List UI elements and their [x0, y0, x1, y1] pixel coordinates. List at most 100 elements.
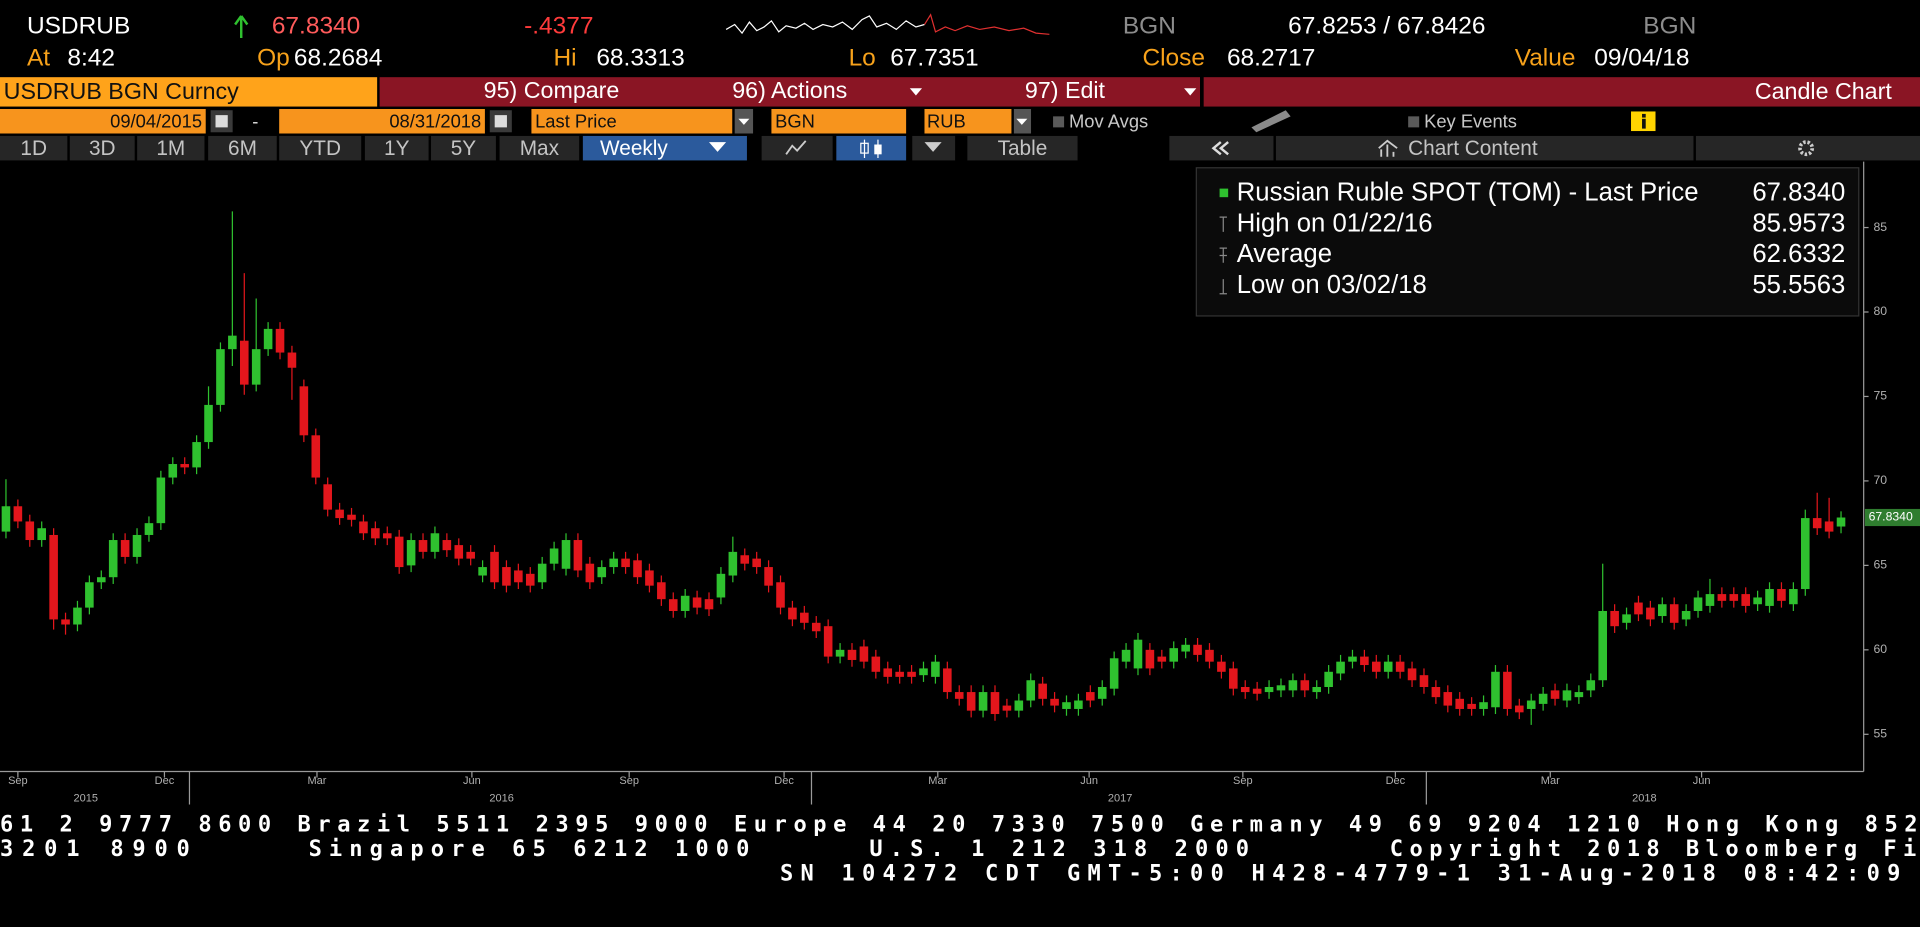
- candle-body: [1789, 589, 1798, 605]
- candle-body: [371, 528, 380, 539]
- legend-box: [1195, 167, 1860, 317]
- period-button[interactable]: [0, 135, 68, 161]
- candle-body: [1681, 610, 1691, 620]
- security-box[interactable]: [0, 77, 378, 107]
- menu-bar: [379, 77, 1201, 107]
- candle-body: [1479, 702, 1488, 709]
- start-date[interactable]: 09/04/2015: [110, 110, 202, 131]
- candle-body: [1252, 688, 1262, 694]
- candle-body: [108, 540, 118, 578]
- end-date-field[interactable]: [279, 109, 485, 134]
- period-button[interactable]: [279, 135, 362, 161]
- candle-body: [1467, 703, 1476, 709]
- period-button[interactable]: [431, 135, 496, 161]
- currency-field[interactable]: [924, 109, 1012, 134]
- source-field[interactable]: [771, 109, 907, 134]
- candle-body: [800, 612, 809, 623]
- option-label[interactable]: Mov Avgs: [1069, 110, 1148, 131]
- candle-body: [1705, 594, 1715, 606]
- chart-content-label[interactable]: Chart Content: [1408, 137, 1538, 160]
- field-name[interactable]: Last Price: [535, 110, 617, 131]
- period-button[interactable]: [499, 135, 580, 161]
- candle-body: [823, 626, 833, 657]
- period-label[interactable]: 1Y: [384, 137, 410, 160]
- legend-label: Russian Ruble SPOT (TOM) - Last Price: [1237, 178, 1699, 206]
- period-label[interactable]: 1D: [20, 137, 47, 160]
- candle-body: [490, 551, 499, 583]
- period-label[interactable]: 6M: [228, 137, 257, 160]
- currency-name[interactable]: RUB: [927, 110, 966, 131]
- candle-body: [919, 668, 928, 676]
- checkbox[interactable]: [1408, 116, 1420, 128]
- last-price-tag-label: 67.8340: [1869, 510, 1913, 524]
- candle-body: [13, 506, 23, 522]
- period-button[interactable]: [137, 135, 205, 161]
- candle-body: [1074, 700, 1083, 709]
- candle-body: [680, 595, 690, 611]
- table-label[interactable]: Table: [998, 137, 1048, 160]
- candle-body: [1026, 680, 1036, 701]
- candle-body: [1634, 602, 1643, 615]
- bid-ask: 67.8253 / 67.8426: [1288, 12, 1485, 39]
- legend-value: 67.8340: [1752, 178, 1845, 206]
- period-buttons: 1D 3D 1M 6M YTD 1Y 5Y Max: [0, 135, 580, 161]
- security[interactable]: USDRUB BGN Curncy: [4, 78, 239, 104]
- period-label[interactable]: Max: [520, 137, 560, 160]
- candle-body: [895, 671, 904, 677]
- info-icon-dot: [1642, 113, 1646, 118]
- legend-swatch: [1219, 188, 1229, 198]
- field-select[interactable]: [531, 109, 733, 134]
- y-tick-label: 60: [1873, 642, 1887, 656]
- x-tick-label: Jun: [1693, 775, 1711, 787]
- end-date[interactable]: 08/31/2018: [389, 110, 481, 131]
- chart-content-button[interactable]: [1275, 135, 1694, 161]
- period-button[interactable]: [364, 135, 429, 161]
- dropdown-arrow[interactable]: [1184, 88, 1197, 96]
- candle-body: [966, 692, 976, 711]
- line-chart-button[interactable]: [761, 135, 833, 161]
- checkbox[interactable]: [1053, 116, 1065, 128]
- legend-label: High on 01/22/16: [1237, 209, 1433, 237]
- candle-body: [943, 668, 952, 693]
- candle-body: [1169, 648, 1179, 662]
- menu-button[interactable]: 96) Actions: [732, 77, 847, 103]
- last-price-tag: [1864, 508, 1920, 527]
- start-date-field[interactable]: [0, 109, 206, 134]
- candle-body: [990, 692, 1000, 715]
- settings-button[interactable]: [1695, 135, 1920, 161]
- candle-chart-button[interactable]: [836, 135, 907, 161]
- table-button[interactable]: [967, 135, 1078, 161]
- candle-body: [776, 582, 785, 608]
- annotate-icon[interactable]: [1251, 110, 1291, 133]
- menu-button[interactable]: 95) Compare: [484, 77, 620, 103]
- period-button[interactable]: [69, 135, 135, 161]
- candle-body: [1622, 614, 1631, 623]
- legend-value: 55.5563: [1752, 271, 1845, 299]
- footer-line: 61 2 9777 8600 Brazil 5511 2395 9000 Eur…: [0, 812, 1918, 837]
- menu-button[interactable]: 97) Edit: [1025, 77, 1106, 103]
- period-label[interactable]: 5Y: [451, 137, 477, 160]
- sparkline: [725, 15, 925, 35]
- period-label[interactable]: 1M: [156, 137, 185, 160]
- y-tick-label: 65: [1873, 558, 1887, 572]
- period-label[interactable]: YTD: [299, 137, 341, 160]
- candle-icon-body: [874, 144, 882, 155]
- candle-body: [1598, 610, 1608, 681]
- source-name[interactable]: BGN: [775, 110, 815, 131]
- period-button[interactable]: [208, 135, 277, 161]
- candle-body: [442, 540, 452, 551]
- candle-body: [1097, 686, 1107, 699]
- dropdown-arrow[interactable]: [909, 88, 923, 96]
- candle-body: [1515, 705, 1524, 713]
- candle-body: [1431, 686, 1441, 698]
- candle-body: [525, 573, 535, 586]
- frequency[interactable]: Weekly: [600, 137, 668, 160]
- period-label[interactable]: 3D: [89, 137, 116, 160]
- candle-body: [239, 340, 249, 385]
- candle-body: [1419, 675, 1429, 687]
- info-icon-stem: [1642, 118, 1646, 129]
- candle-body: [37, 528, 46, 541]
- y-tick-label: 55: [1873, 727, 1887, 741]
- field-value: 67.7351: [890, 44, 978, 71]
- option-label[interactable]: Key Events: [1424, 110, 1517, 131]
